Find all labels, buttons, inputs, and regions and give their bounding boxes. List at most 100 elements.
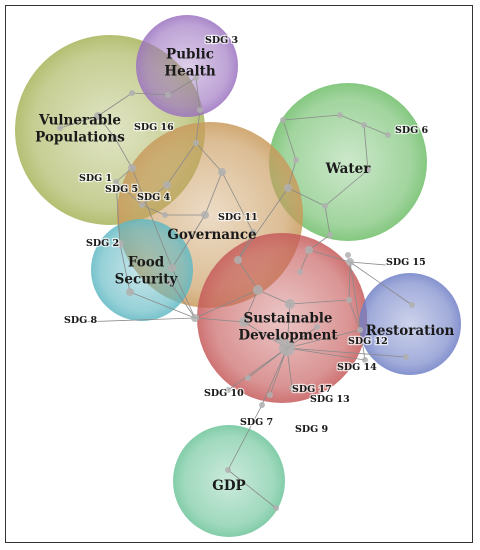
network-edge [195, 142, 223, 173]
network-node [129, 90, 135, 96]
network-node [253, 285, 263, 295]
sdg-label: SDG 10 [204, 388, 244, 399]
network-edge [169, 281, 196, 319]
network-edge [141, 204, 166, 216]
network-edge [308, 249, 351, 263]
network-node [322, 203, 328, 209]
network-edge [131, 92, 169, 96]
network-node [112, 135, 118, 141]
sdg-label-halo: SDG 12 [348, 336, 388, 347]
network-node [162, 212, 168, 218]
network-edge [286, 347, 407, 358]
sdg-label: SDG 4 [137, 192, 171, 203]
network-edge [363, 124, 389, 136]
network-node [163, 181, 171, 189]
network-edge [194, 289, 259, 319]
network-node [218, 168, 226, 176]
sdg-label-halo: SDG 16 [134, 122, 174, 133]
network-node [168, 264, 176, 272]
network-edge [194, 317, 245, 323]
network-edge [171, 267, 196, 319]
network-node [361, 122, 367, 128]
cluster-label-food-security: Food [128, 255, 165, 271]
sdg-label-halo: SDG 14 [337, 362, 377, 373]
network-node [337, 112, 343, 118]
network-node [191, 314, 199, 322]
network-node [346, 297, 352, 303]
sdg-label: SDG 11 [218, 212, 258, 223]
cluster-label-vulnerable: Populations [35, 130, 125, 146]
network-edge [115, 181, 121, 245]
network-edge [287, 159, 297, 189]
network-edge [339, 114, 365, 126]
network-edge [115, 181, 143, 206]
cluster-bubble-sustainable-development [197, 233, 367, 403]
network-edge [282, 114, 341, 121]
network-edge [171, 214, 206, 269]
sdg-label-halo: SDG 17 [292, 384, 332, 395]
network-node [234, 256, 242, 264]
sdg-label-halo: SDG 8 [64, 315, 98, 326]
network-edge [257, 289, 291, 305]
network-node [259, 402, 265, 408]
network-edge [237, 259, 259, 291]
network-edge [204, 171, 223, 216]
network-edge [261, 347, 288, 406]
network-node [273, 505, 279, 511]
sdg-label-halo: SDG 2 [86, 238, 119, 249]
sdg-label-halo: SDG 13 [310, 394, 350, 405]
cluster-label-vulnerable: Vulnerable [38, 113, 121, 129]
network-node [346, 258, 354, 266]
cluster-label-public-health: Health [164, 64, 215, 80]
network-edge [349, 261, 387, 266]
network-edge [287, 187, 326, 207]
sdg-label-halo: SDG 7 [240, 417, 273, 428]
sdg-label: SDG 2 [86, 238, 119, 249]
network-edge [227, 404, 263, 471]
sdg-label-halo: SDG 5 [105, 184, 138, 195]
network-node [280, 117, 286, 123]
network-edge [195, 77, 201, 111]
network-edge [167, 77, 197, 96]
cluster-bubbles [15, 15, 461, 537]
network-node [225, 387, 231, 393]
network-edge [289, 299, 350, 305]
network-node [197, 107, 203, 113]
network-node [362, 357, 368, 363]
sdg-label-halo: SDG 1 [79, 173, 112, 184]
cluster-label-sustainable-development: Development [238, 328, 338, 344]
network-node [297, 269, 303, 275]
network-node [305, 246, 313, 254]
network-edge [221, 171, 254, 233]
network-node [279, 340, 295, 356]
network-edge [286, 347, 366, 361]
sdg-label-halo: SDG 3 [205, 35, 238, 46]
cluster-label-public-health: Public [166, 47, 214, 63]
network-edge [129, 291, 196, 319]
network-edge [131, 167, 173, 269]
network-edge [324, 169, 369, 207]
network-edge [79, 317, 196, 323]
network-edge [348, 261, 351, 301]
network-edge [59, 115, 99, 129]
network-node [193, 75, 199, 81]
network-edge [243, 289, 259, 323]
cluster-bubble-public-health [136, 15, 238, 117]
network-node [113, 179, 119, 185]
network-node [285, 299, 295, 309]
sdg-label-halo: SDG 11 [218, 212, 258, 223]
network-node [293, 157, 299, 163]
network-node [250, 229, 256, 235]
sdg-label-halo: SDG 4 [137, 192, 171, 203]
network-node [357, 327, 363, 333]
sdg-label: SDG 14 [337, 362, 377, 373]
network-edge [97, 115, 116, 139]
network-node [239, 317, 249, 327]
network-node [116, 240, 124, 248]
network-edge [237, 187, 289, 261]
network-node [245, 375, 251, 381]
sdg-label: SDG 16 [134, 122, 174, 133]
